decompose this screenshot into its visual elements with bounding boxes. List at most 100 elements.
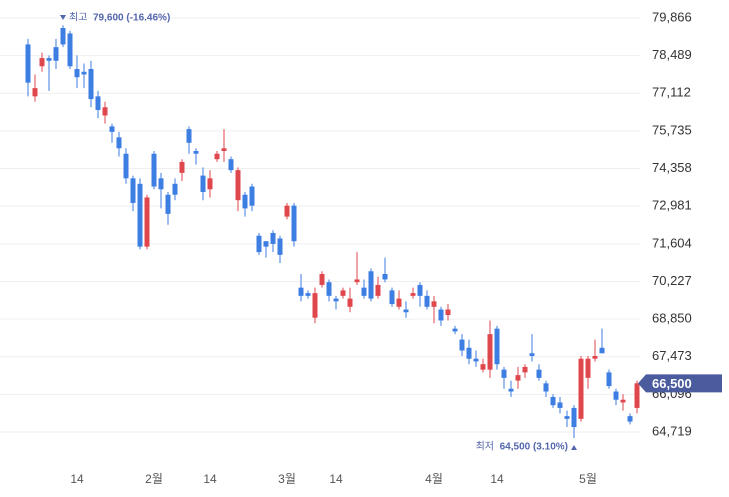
candle-body <box>249 186 255 206</box>
candle-body <box>606 372 612 387</box>
candle-body <box>634 383 640 408</box>
candle-body <box>242 194 248 209</box>
candle-body <box>375 284 381 296</box>
candle-body <box>74 69 80 78</box>
low-label: 최저 <box>476 441 494 453</box>
x-tick-label: 2월 <box>145 472 163 486</box>
candle-body <box>312 293 318 318</box>
candle-body <box>445 309 451 315</box>
y-tick-label: 79,866 <box>652 9 692 24</box>
candle-body <box>571 407 577 428</box>
candle-body <box>564 416 570 419</box>
candle-body <box>193 150 199 154</box>
low-marker <box>571 445 577 450</box>
candle-body <box>522 366 528 373</box>
y-tick-label: 74,358 <box>652 160 692 175</box>
candle-body <box>459 339 465 351</box>
candle-body <box>123 153 129 179</box>
candle-body <box>599 347 605 354</box>
candle-body <box>410 293 416 296</box>
candle-body <box>256 235 262 253</box>
candle-body <box>501 369 507 378</box>
candle-body <box>291 205 297 242</box>
candle-body <box>319 273 325 285</box>
candle-body <box>557 402 563 408</box>
candle-body <box>620 399 626 403</box>
candle-body <box>627 416 633 422</box>
x-tick-label: 3월 <box>278 472 296 486</box>
candle-body <box>417 284 423 296</box>
y-tick-label: 71,604 <box>652 235 692 250</box>
candle-body <box>536 369 542 378</box>
candle-body <box>158 178 164 190</box>
low-value: 64,500 (3.10%) <box>500 442 568 453</box>
candle-body <box>88 69 94 100</box>
candle-body <box>431 301 437 307</box>
candle-body <box>235 170 241 201</box>
candle-body <box>221 148 227 151</box>
candle-body <box>151 153 157 187</box>
candle-body <box>305 293 311 296</box>
candle-body <box>466 347 472 359</box>
high-marker <box>60 15 66 20</box>
candle-body <box>550 396 556 406</box>
candle-body <box>592 355 598 359</box>
candle-body <box>487 334 493 370</box>
candle-body <box>382 273 388 280</box>
candle-body <box>424 295 430 307</box>
candle-body <box>578 358 584 419</box>
y-tick-label: 77,112 <box>652 85 691 100</box>
x-tick-label: 14 <box>329 472 343 486</box>
candle-body <box>298 287 304 296</box>
y-tick-label: 75,735 <box>652 122 692 137</box>
candle-body <box>214 153 220 160</box>
candle-body <box>396 298 402 307</box>
candle-body <box>130 178 136 203</box>
candle-body <box>263 241 269 247</box>
candle-body <box>361 287 367 296</box>
candle-body <box>277 238 283 255</box>
y-tick-label: 64,719 <box>652 423 692 438</box>
candle-body <box>46 58 52 61</box>
candle-body <box>102 107 108 116</box>
candle-body <box>284 205 290 217</box>
y-tick-label: 68,850 <box>652 311 692 326</box>
candle-body <box>508 388 514 392</box>
x-tick-label: 14 <box>203 472 217 486</box>
candle-body <box>137 183 143 247</box>
candle-body <box>95 96 101 110</box>
price-tag-label: 66,500 <box>652 376 692 391</box>
candle-body <box>165 194 171 214</box>
high-value: 79,600 (-16.46%) <box>93 13 170 24</box>
y-tick-label: 72,981 <box>652 198 692 213</box>
x-tick-label: 4월 <box>425 472 443 486</box>
candle-body <box>389 290 395 305</box>
candle-body <box>207 178 213 190</box>
candle-body <box>473 358 479 362</box>
candle-body <box>452 328 458 332</box>
price-tag <box>638 374 722 393</box>
candle-body <box>270 232 276 244</box>
candle-body <box>333 298 339 302</box>
candle-body <box>403 309 409 313</box>
x-tick-label: 14 <box>490 472 504 486</box>
candle-body <box>480 364 486 370</box>
candle-body <box>144 197 150 247</box>
y-tick-label: 78,489 <box>652 47 692 62</box>
candle-body <box>347 298 353 307</box>
y-tick-label: 67,473 <box>652 348 692 363</box>
candle-body <box>25 44 31 83</box>
candle-body <box>53 47 59 61</box>
candle-body <box>67 33 73 67</box>
candle-body <box>585 358 591 378</box>
candle-body <box>172 183 178 195</box>
candle-body <box>200 175 206 192</box>
candle-body <box>39 58 45 67</box>
candle-body <box>228 159 234 171</box>
candle-body <box>354 279 360 283</box>
candle-body <box>494 328 500 365</box>
candle-body <box>340 290 346 296</box>
candle-body <box>32 88 38 97</box>
candle-body <box>326 282 332 296</box>
